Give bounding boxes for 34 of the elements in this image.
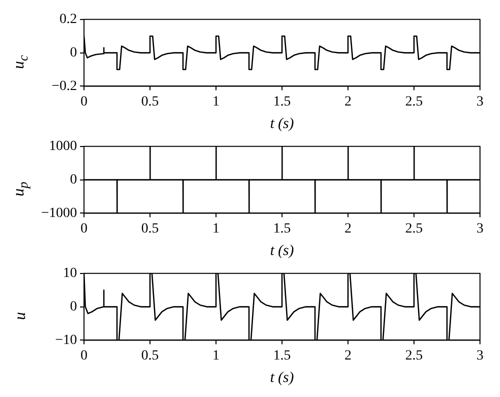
y-tick-label: 1000	[49, 139, 77, 154]
x-tick-label: 0.5	[141, 221, 159, 236]
y-tick-label: 0	[70, 172, 77, 188]
x-tick-label: 2.5	[405, 221, 423, 236]
x-tick-label: 0.5	[141, 94, 159, 110]
y-tick-label: −0.2	[52, 78, 77, 94]
y-tick-label: −10	[55, 332, 77, 348]
x-tick-label: 0	[80, 94, 88, 110]
x-axis-title: t (s)	[270, 242, 294, 259]
x-tick-label: 2	[344, 94, 352, 110]
y-tick-label: 0	[70, 299, 77, 314]
x-tick-label: 0.5	[141, 348, 159, 364]
y-axis-title: u	[12, 312, 30, 320]
x-tick-label: 2	[344, 348, 352, 364]
x-tick-label: 2.5	[405, 94, 423, 110]
x-tick-label: 0	[80, 348, 88, 364]
x-tick-label: 1	[212, 348, 220, 364]
y-tick-label: 0.2	[60, 12, 77, 28]
x-tick-label: 0	[80, 221, 88, 236]
x-tick-label: 3	[476, 94, 484, 110]
x-tick-label: 1.5	[273, 221, 291, 236]
x-tick-label: 2.5	[405, 348, 423, 364]
x-axis-title: t (s)	[270, 370, 294, 386]
x-tick-label: 1	[212, 94, 220, 110]
x-tick-label: 1.5	[273, 348, 291, 364]
y-tick-label: 0	[70, 45, 77, 60]
y-tick-label: −1000	[41, 206, 77, 221]
x-tick-label: 2	[344, 221, 352, 236]
x-axis-title: t (s)	[270, 116, 294, 132]
x-tick-label: 1.5	[273, 94, 291, 110]
x-tick-label: 3	[476, 221, 484, 236]
y-tick-label: 10	[63, 266, 77, 282]
x-tick-label: 3	[476, 348, 484, 364]
x-tick-label: 1	[212, 221, 220, 236]
